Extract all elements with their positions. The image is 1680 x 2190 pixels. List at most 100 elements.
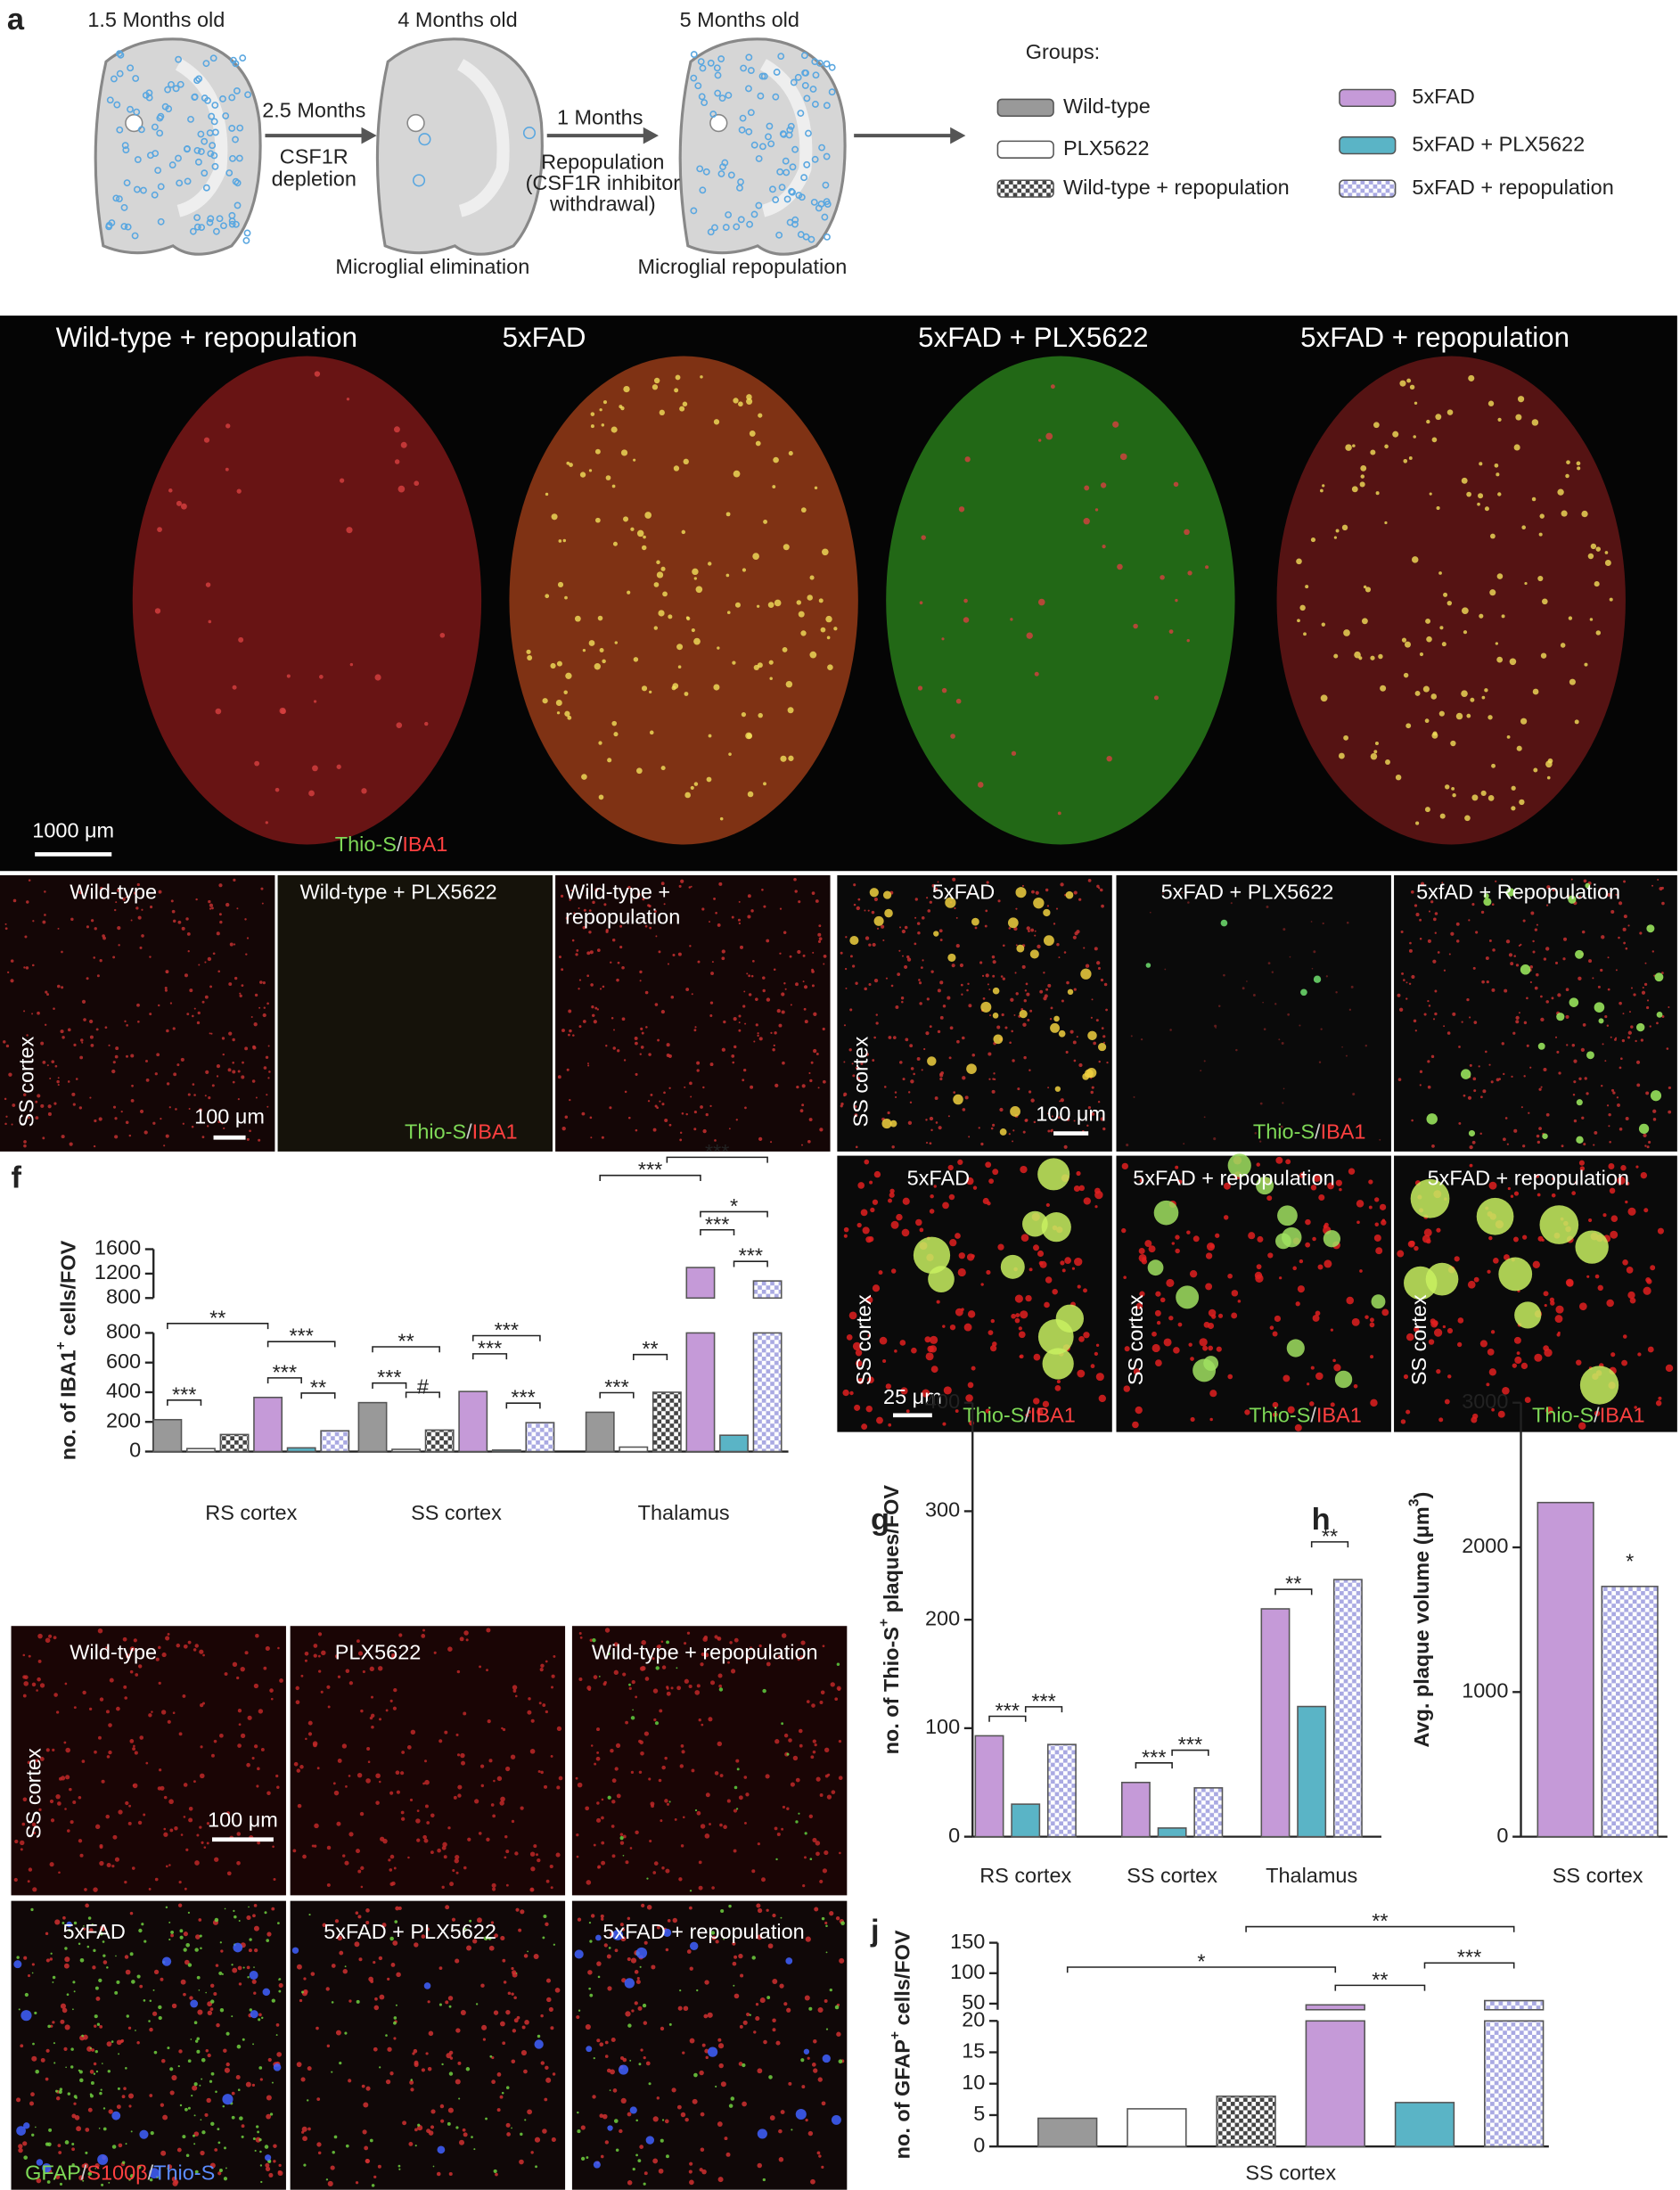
- signal: [257, 1841, 261, 1845]
- signal: [123, 1685, 127, 1689]
- signal: [1144, 1240, 1152, 1248]
- signal: [101, 1779, 105, 1784]
- signal: [49, 1077, 52, 1079]
- signal: [611, 426, 618, 433]
- signal: [806, 1700, 810, 1703]
- signal: [1374, 1197, 1380, 1202]
- signal: [208, 619, 212, 624]
- signal: [134, 891, 137, 895]
- signal: [187, 1093, 191, 1096]
- image-title: 5xFAD + PLX5622: [1161, 880, 1334, 903]
- signal: [1364, 1044, 1368, 1047]
- signal: [718, 1684, 723, 1688]
- signal: [1529, 1066, 1532, 1069]
- signal: [757, 1034, 759, 1038]
- signal: [1192, 1235, 1200, 1243]
- significance-label: ***: [705, 1140, 729, 1163]
- signal: [580, 2156, 586, 2161]
- signal: [1156, 1320, 1161, 1325]
- microglia-icon: [702, 168, 710, 176]
- signal: [577, 2111, 579, 2114]
- signal: [652, 2158, 659, 2164]
- signal: [187, 1911, 191, 1914]
- signal: [530, 1718, 535, 1723]
- signal: [646, 1905, 652, 1910]
- significance-label: **: [310, 1375, 326, 1398]
- signal: [758, 1136, 763, 1142]
- signal: [1471, 1416, 1478, 1423]
- signal: [1529, 980, 1532, 984]
- signal: [64, 1682, 68, 1686]
- signal: [1378, 653, 1383, 660]
- signal: [421, 1934, 426, 1939]
- signal: [763, 2039, 767, 2045]
- signal: [491, 1882, 496, 1888]
- signal: [836, 2031, 841, 2037]
- signal: [1419, 1084, 1422, 1087]
- signal: [843, 1061, 846, 1063]
- signal: [778, 1023, 783, 1028]
- signal: [1568, 616, 1573, 620]
- signal: [1454, 1256, 1460, 1262]
- signal: [677, 665, 682, 669]
- signal: [1513, 1128, 1518, 1133]
- signal: [1488, 939, 1492, 942]
- signal: [172, 2180, 178, 2186]
- signal: [192, 2085, 198, 2091]
- signal: [22, 2141, 28, 2146]
- signal: [646, 1877, 649, 1880]
- signal: [991, 955, 996, 959]
- signal: [1319, 488, 1324, 493]
- microglia-icon: [767, 140, 775, 148]
- signal: [1478, 493, 1484, 499]
- signal: [929, 1025, 932, 1029]
- signal: [45, 2048, 50, 2053]
- signal: [1076, 1170, 1081, 1177]
- signal: [336, 1821, 341, 1826]
- signal: [89, 1035, 94, 1039]
- signal: [954, 906, 956, 910]
- signal: [971, 1366, 976, 1371]
- signal: [398, 1633, 403, 1637]
- signal: [609, 2089, 611, 2091]
- signal: [601, 1841, 605, 1845]
- signal: [28, 1867, 33, 1872]
- signal: [757, 2162, 762, 2169]
- signal: [1324, 1222, 1329, 1227]
- signal: [111, 1069, 116, 1074]
- signal: [1587, 553, 1594, 560]
- bar: [1484, 2020, 1545, 2147]
- signal: [303, 2163, 307, 2167]
- signal: [1363, 585, 1367, 589]
- signal: [785, 1957, 793, 1964]
- signal: [31, 1822, 37, 1827]
- signal: [619, 405, 623, 409]
- significance-label: **: [209, 1306, 225, 1329]
- signal: [1385, 759, 1390, 765]
- signal: [1400, 1419, 1406, 1424]
- signal: [555, 1852, 561, 1858]
- signal: [902, 1078, 906, 1081]
- signal: [786, 1807, 790, 1810]
- signal: [743, 1068, 747, 1072]
- signal: [1627, 924, 1630, 927]
- signal: [545, 2065, 549, 2071]
- signal: [382, 1838, 388, 1844]
- signal: [664, 1756, 668, 1760]
- bar: [1037, 2117, 1098, 2147]
- signal: [337, 1675, 341, 1678]
- signal: [1504, 988, 1508, 993]
- signal: [1589, 618, 1594, 621]
- y-tick-label: 2000: [1462, 1534, 1508, 1557]
- signal: [1008, 1133, 1011, 1136]
- signal: [342, 1854, 346, 1858]
- signal: [278, 1989, 282, 1993]
- signal: [599, 408, 602, 412]
- label: 1.5 Months old: [87, 8, 225, 31]
- signal: [862, 1226, 870, 1234]
- microglia-icon: [803, 160, 811, 168]
- microglia-icon: [146, 152, 154, 160]
- signal: [807, 595, 813, 601]
- signal: [1490, 1330, 1496, 1334]
- signal: [913, 1072, 915, 1076]
